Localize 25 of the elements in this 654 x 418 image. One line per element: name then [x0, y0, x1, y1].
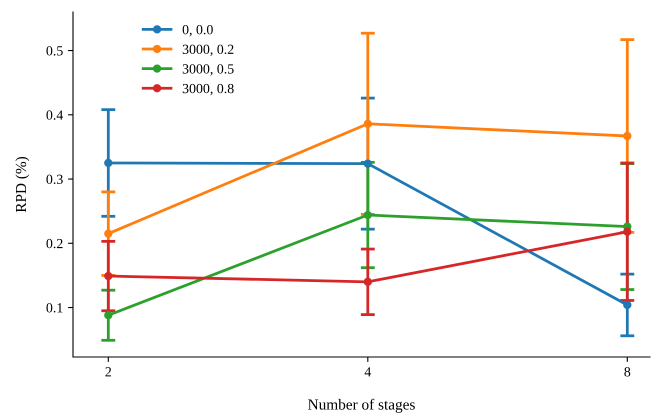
point — [623, 228, 632, 236]
point — [623, 132, 632, 140]
point — [623, 300, 632, 310]
point — [104, 229, 112, 238]
point — [364, 278, 372, 286]
legend-label: 3000, 0.5 — [182, 64, 234, 76]
point — [104, 272, 112, 280]
y-tick-label: 0.5 — [46, 46, 63, 56]
point — [104, 158, 112, 168]
legend-label: 0, 0.0 — [182, 24, 213, 36]
point — [364, 210, 372, 220]
x-tick-label: 8 — [624, 367, 630, 376]
y-tick-label: 0.3 — [46, 174, 63, 184]
point — [104, 311, 112, 320]
point — [364, 159, 372, 168]
x-tick-label: 4 — [364, 367, 372, 376]
legend-label: 3000, 0.2 — [182, 44, 234, 56]
y-axis-title: RPD (%) — [15, 156, 30, 212]
point — [364, 120, 372, 128]
x-tick-label: 2 — [105, 367, 112, 376]
y-tick-label: 0.1 — [46, 303, 62, 313]
y-tick-label: 0.4 — [46, 110, 64, 120]
y-tick-label: 0.2 — [46, 238, 63, 248]
x-axis-title: Number of stages — [308, 398, 415, 413]
legend-label: 3000, 0.8 — [182, 84, 234, 96]
